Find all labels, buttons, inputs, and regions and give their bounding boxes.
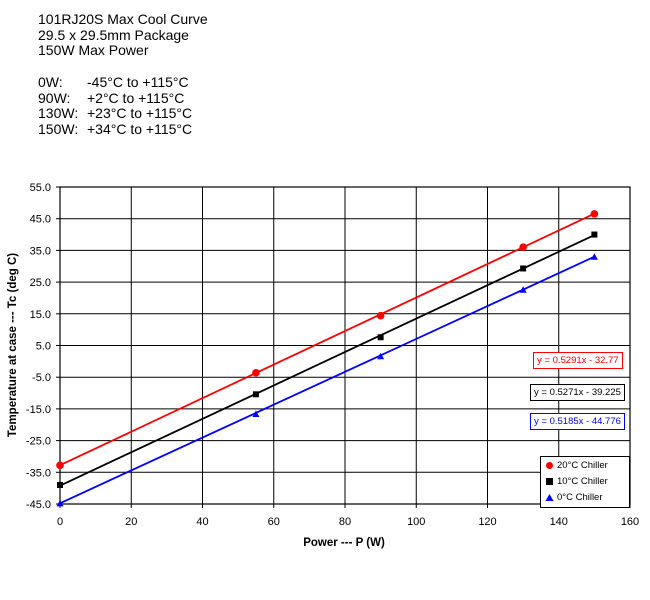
- data-point: [377, 352, 385, 360]
- legend-label: 20°C Chiller: [557, 459, 608, 471]
- x-tick-label: 120: [478, 516, 496, 528]
- y-tick-label: -25.0: [26, 436, 51, 448]
- y-tick-label: 55.0: [30, 182, 51, 194]
- x-axis-label: Power --- P (W): [303, 537, 385, 549]
- triangle-marker-icon: [545, 493, 554, 501]
- trendlines: [59, 212, 595, 505]
- power-ranges: 0W: -45°C to +115°C 90W: +2°C to +115°C …: [38, 74, 193, 138]
- data-point: [252, 410, 260, 417]
- range-label: 150W:: [38, 120, 79, 137]
- data-point: [519, 286, 527, 293]
- plot-frame: [59, 186, 631, 505]
- square-marker-icon: [546, 477, 553, 485]
- x-tick-label: 20: [125, 516, 137, 528]
- range-value: +34°C to +115°C: [87, 120, 193, 137]
- y-tick-label: -15.0: [26, 404, 51, 416]
- legend-label: 0°C Chiller: [557, 491, 603, 503]
- trendline-equation-10c: y = 0.5271x - 39.225: [530, 384, 625, 401]
- data-point: [590, 210, 599, 218]
- y-tick-label: 25.0: [30, 277, 51, 289]
- x-tick-label: 140: [550, 516, 568, 528]
- trendline: [59, 212, 595, 467]
- range-row: 0W: -45°C to +115°C: [38, 74, 192, 91]
- circle-marker-icon: [546, 461, 553, 469]
- y-tick-label: -45.0: [26, 499, 51, 511]
- data-point: [252, 368, 260, 377]
- range-label: 0W:: [38, 74, 63, 90]
- data-point: [56, 461, 64, 470]
- trendline: [59, 234, 595, 487]
- y-tick-label: -35.0: [26, 467, 51, 479]
- y-tick-label: 35.0: [30, 245, 51, 257]
- range-label: 90W:: [38, 89, 71, 106]
- legend: 20°C Chiller 10°C Chiller 0°C Chiller: [540, 456, 630, 508]
- range-value: +23°C to +115°C: [87, 105, 193, 121]
- x-tick-label: 80: [339, 516, 351, 528]
- trendline-equation-0c: y = 0.5185x - 44.776: [530, 413, 625, 430]
- y-tick-label: 15.0: [30, 309, 51, 321]
- range-row: 150W: +34°C to +115°C: [38, 120, 193, 138]
- x-tick-label: 0: [57, 516, 63, 528]
- legend-item-10c: 10°C Chiller: [541, 473, 629, 489]
- x-tick-label: 40: [196, 516, 208, 528]
- data-point: [376, 311, 385, 320]
- y-tick-label: 45.0: [30, 214, 51, 226]
- range-value: -45°C to +115°C: [87, 74, 189, 90]
- data-point: [377, 334, 384, 341]
- title-line-2: 29.5 x 29.5mm Package: [38, 26, 189, 43]
- data-point: [520, 265, 527, 272]
- x-tick-label: 100: [407, 516, 425, 528]
- data-point: [56, 499, 64, 507]
- chart-header: 101RJ20S Max Cool Curve 29.5 x 29.5mm Pa…: [38, 11, 208, 59]
- trendline: [59, 255, 595, 505]
- data-point: [591, 231, 598, 238]
- title-line-3: 150W Max Power: [38, 42, 149, 58]
- legend-item-20c: 20°C Chiller: [541, 457, 629, 473]
- y-tick-label: 5.0: [36, 341, 51, 353]
- x-tick-label: 60: [268, 516, 280, 528]
- trendline-equation-20c: y = 0.5291x - 32.77: [533, 352, 623, 369]
- x-tick-label: 160: [621, 516, 639, 528]
- title-line-1: 101RJ20S Max Cool Curve: [38, 11, 208, 27]
- range-label: 130W:: [38, 105, 79, 121]
- data-point: [252, 391, 259, 398]
- range-row: 130W: +23°C to +115°C: [38, 105, 193, 122]
- data-points: [56, 210, 599, 507]
- data-point: [519, 243, 527, 252]
- tick-labels: 0 20 40 60 80 100 120 140 160 55.0 45.0 35.0 25.0 15.…: [26, 182, 639, 528]
- data-point: [590, 253, 598, 260]
- legend-label: 10°C Chiller: [557, 475, 608, 487]
- y-axis-label: Temperature at case --- Tc (deg C): [7, 253, 19, 437]
- range-row: 90W: +2°C to +115°C: [38, 89, 192, 107]
- y-tick-label: -5.0: [32, 372, 51, 384]
- data-point: [57, 481, 63, 488]
- legend-item-0c: 0°C Chiller: [541, 489, 629, 505]
- range-value: +2°C to +115°C: [87, 89, 185, 106]
